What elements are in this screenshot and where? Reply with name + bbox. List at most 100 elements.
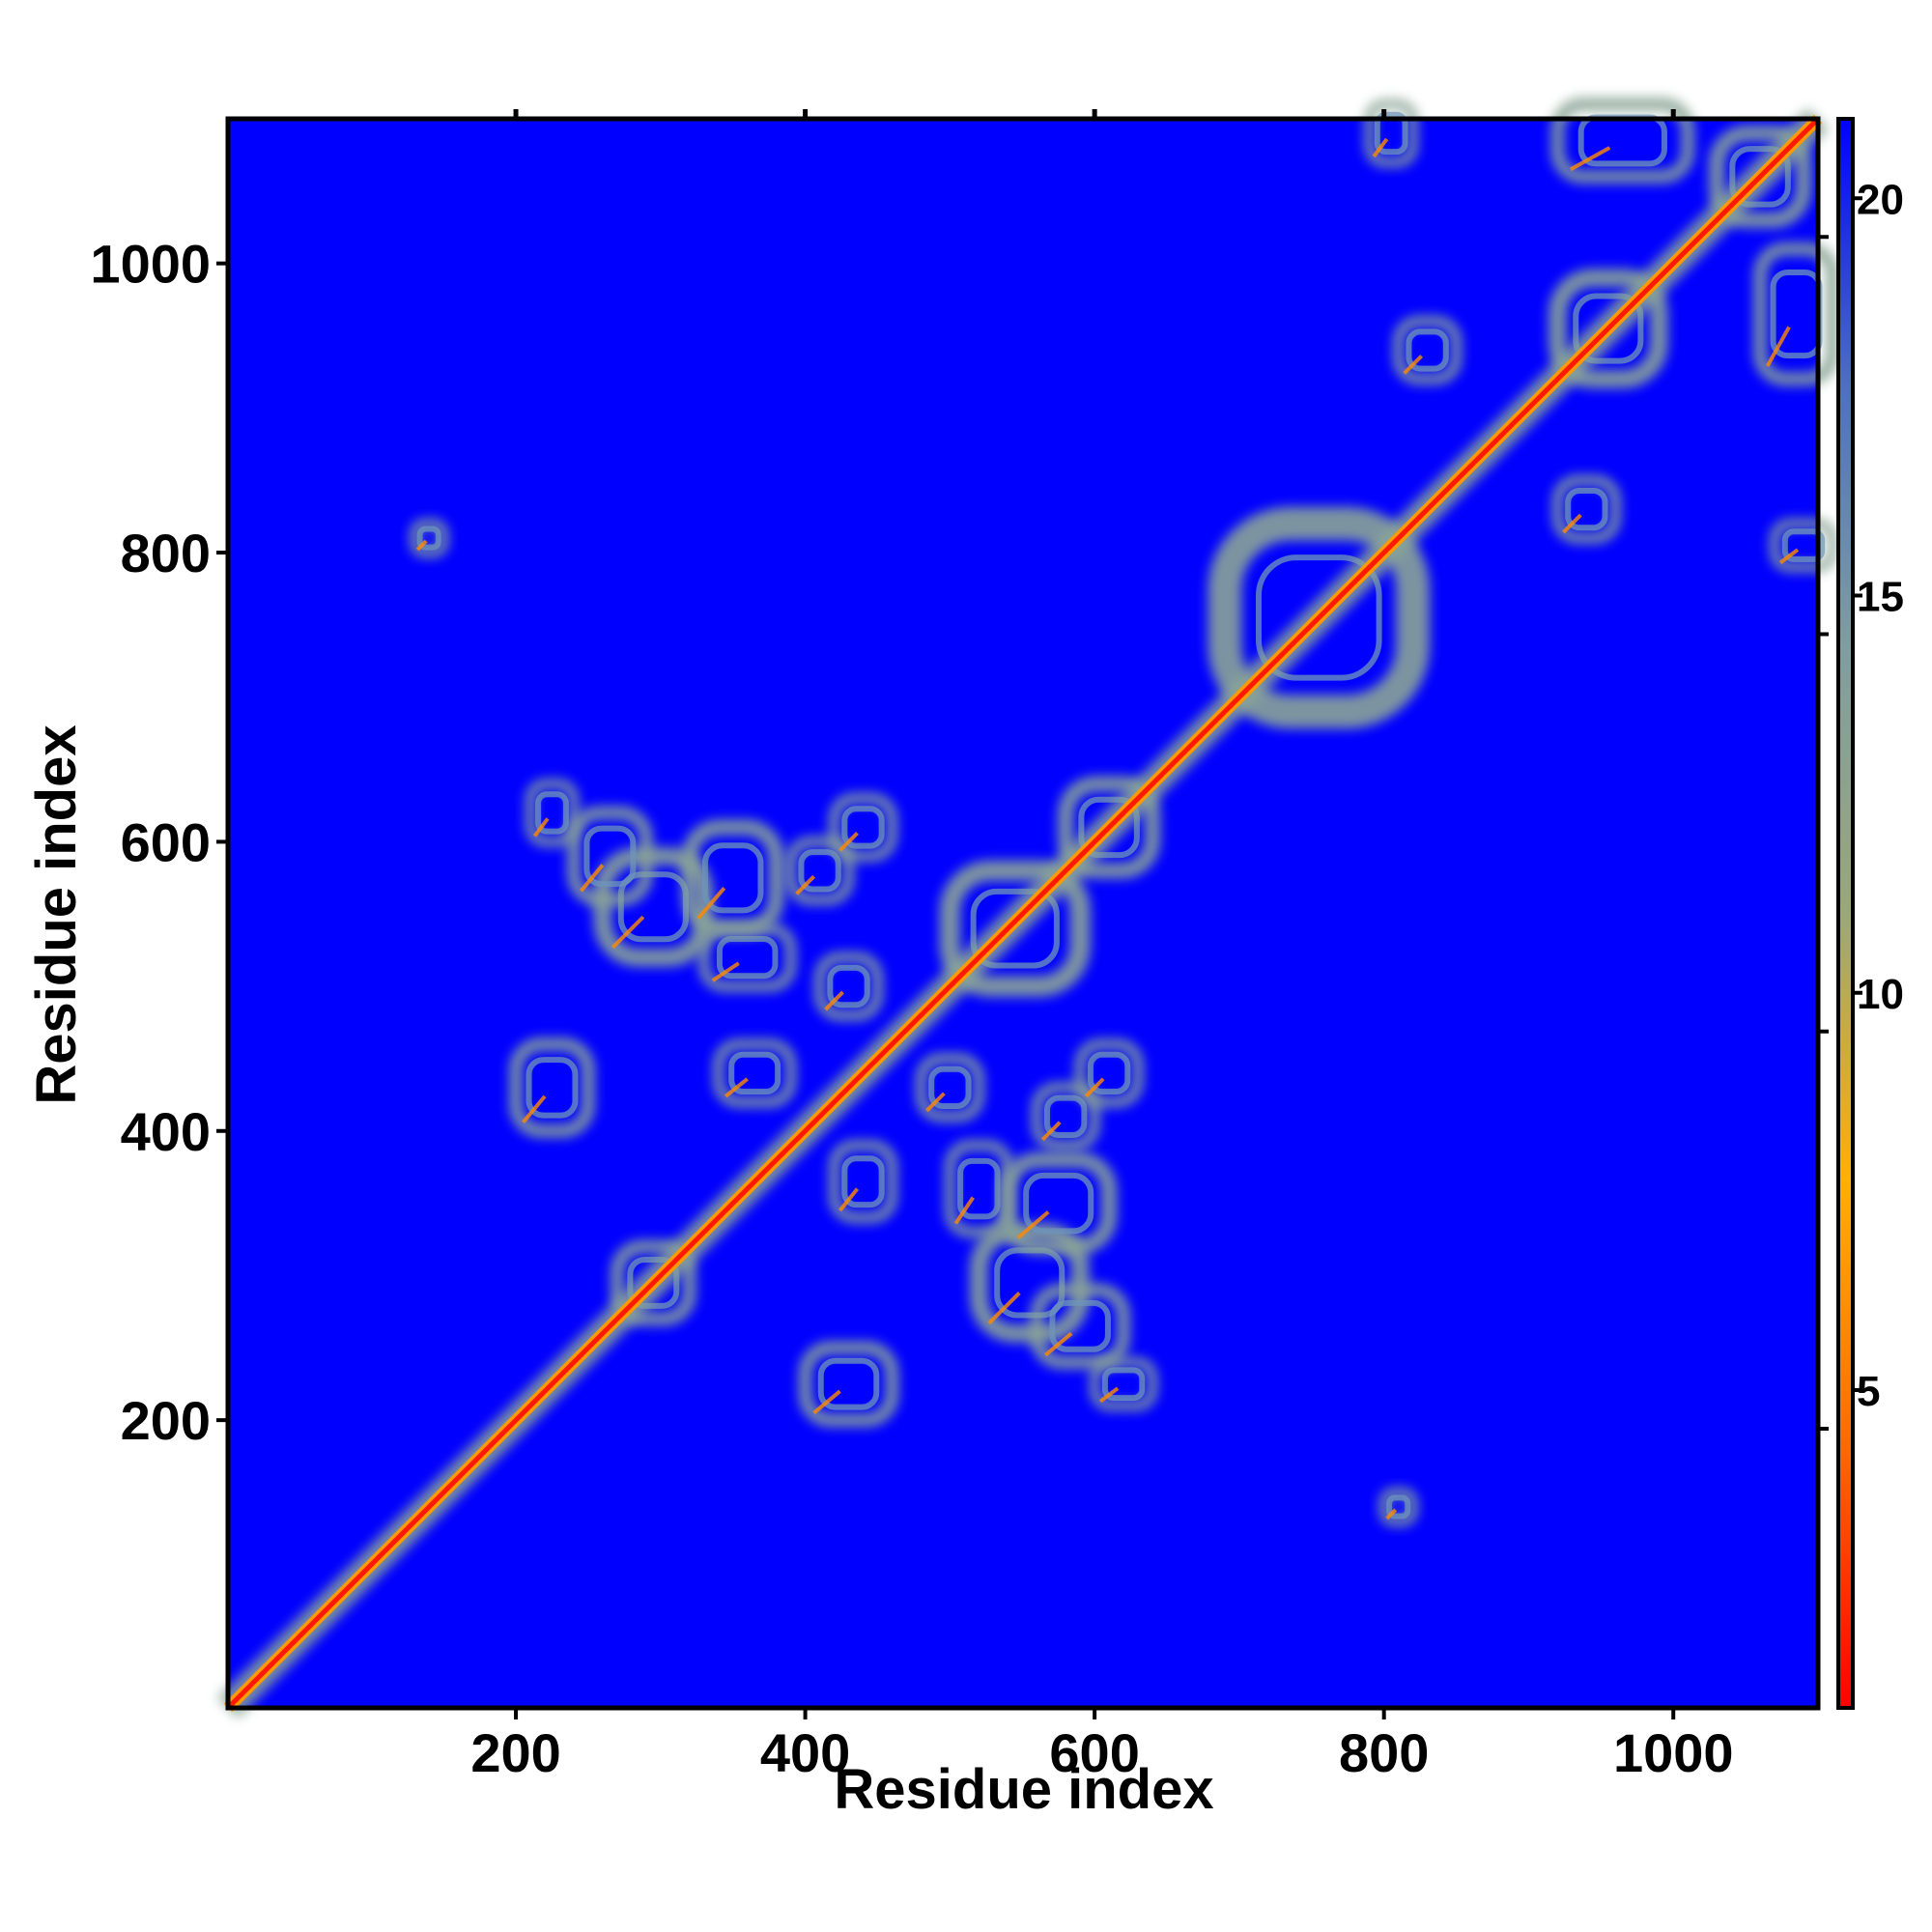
- contact-region-core: [1044, 1094, 1088, 1138]
- contact-region: [1378, 1487, 1418, 1526]
- contact-region: [713, 1038, 797, 1108]
- contact-region: [1074, 1038, 1144, 1108]
- contact-region: [1550, 98, 1694, 184]
- contact-region: [509, 1037, 595, 1138]
- contact-region-highlight: [987, 1291, 1021, 1325]
- contact-region: [798, 1341, 899, 1427]
- contact-region-core: [1255, 554, 1382, 681]
- contact-region-core: [1386, 1494, 1411, 1520]
- contact-region: [1393, 316, 1462, 384]
- contact-region: [1000, 1151, 1118, 1255]
- contact-region: [1030, 1283, 1130, 1369]
- diagonal-band: [217, 108, 1829, 1719]
- contact-region: [1364, 99, 1418, 167]
- contact-region-core: [728, 1051, 781, 1095]
- contact-region-highlight: [611, 915, 645, 950]
- contact-region-core: [701, 842, 764, 914]
- contact-region-core: [841, 1155, 885, 1208]
- plot-frame: [225, 116, 1821, 1711]
- contact-region-core: [1078, 796, 1140, 859]
- contact-region-core: [1087, 1051, 1131, 1095]
- contact-region-core: [1101, 1367, 1146, 1402]
- contact-region-core: [817, 1357, 880, 1410]
- colorbar-tick-label: 5: [1857, 1368, 1880, 1415]
- x-axis-title: Residue index: [834, 1758, 1213, 1821]
- contact-region-highlight: [824, 990, 844, 1011]
- contact-region-core: [1374, 111, 1408, 156]
- contact-region: [785, 837, 854, 905]
- contact-region: [567, 806, 653, 907]
- contact-region-core: [827, 964, 870, 1009]
- contact-region-highlight: [711, 961, 740, 982]
- contact-region-core: [535, 791, 569, 835]
- contact-region-highlight: [724, 1077, 749, 1098]
- contact-region: [1770, 519, 1837, 573]
- contact-region-highlight: [812, 1389, 841, 1415]
- contact-region-highlight: [1098, 1386, 1120, 1404]
- contact-region-highlight: [696, 887, 726, 921]
- contact-region-core: [798, 849, 841, 893]
- y-tick-label: 1000: [90, 234, 211, 295]
- contact-region: [916, 1053, 984, 1122]
- contact-region: [1058, 776, 1161, 879]
- contact-region-highlight: [579, 864, 605, 893]
- contact-regions: [410, 98, 1839, 1526]
- colorbar: [1836, 117, 1855, 1710]
- contact-region: [410, 519, 449, 558]
- contact-region: [1090, 1357, 1158, 1411]
- contact-region-highlight: [1561, 513, 1582, 534]
- contact-region: [1208, 506, 1431, 729]
- contact-region-highlight: [1084, 1077, 1105, 1098]
- contact-region-core: [583, 825, 637, 888]
- contact-region: [939, 860, 1091, 997]
- colorbar-tick-label: 15: [1857, 574, 1904, 621]
- colorbar-tick-label: 20: [1857, 176, 1904, 223]
- contact-region: [681, 819, 784, 937]
- contact-region-core: [1781, 528, 1826, 562]
- x-axis-top: [513, 109, 1676, 119]
- contact-region-highlight: [1778, 548, 1800, 565]
- y-axis: 200 400 600 800 1000: [90, 234, 228, 1451]
- contact-region-highlight: [838, 832, 859, 852]
- contact-region-core: [841, 806, 885, 849]
- contact-region-highlight: [1403, 355, 1424, 375]
- contact-region: [1548, 269, 1668, 388]
- contact-region-highlight: [953, 1196, 975, 1225]
- y-tick-label: 400: [121, 1101, 211, 1162]
- contact-region-core: [1573, 293, 1644, 364]
- contact-region: [829, 793, 897, 862]
- contact-region: [969, 1223, 1090, 1343]
- contact-region-highlight: [1043, 1331, 1073, 1357]
- contact-region: [526, 779, 579, 847]
- diagonal-line: [226, 117, 1820, 1710]
- contact-region-core: [957, 1157, 1001, 1220]
- contact-region-core: [627, 1256, 680, 1309]
- y-axis-title: Residue index: [25, 724, 88, 1104]
- x-tick-label: 800: [1339, 1722, 1429, 1783]
- colorbar-tick-label: 10: [1857, 971, 1904, 1018]
- x-tick-label: 400: [760, 1722, 850, 1783]
- contact-region-highlight: [1040, 1121, 1062, 1142]
- contact-region-highlight: [521, 1094, 547, 1124]
- contact-region-highlight: [795, 874, 815, 895]
- contact-region-core: [928, 1065, 972, 1110]
- contact-region: [611, 1239, 696, 1326]
- contact-region-highlight: [532, 817, 550, 838]
- contact-region-core: [1406, 328, 1449, 372]
- contact-region-core: [1729, 146, 1791, 208]
- contact-region: [593, 846, 714, 967]
- y-tick-label: 600: [121, 811, 211, 872]
- contact-region-highlight: [1385, 1508, 1398, 1520]
- contact-region-core: [716, 935, 779, 980]
- contact-region-core: [970, 888, 1060, 969]
- contact-region-core: [1565, 487, 1608, 531]
- contact-region: [1031, 1082, 1100, 1151]
- x-tick-label: 1000: [1613, 1722, 1734, 1783]
- contact-region: [814, 952, 883, 1021]
- contact-region-core: [526, 1057, 579, 1119]
- contact-region-highlight: [838, 1187, 860, 1212]
- contact-region-highlight: [415, 539, 428, 552]
- contact-region-core: [1023, 1172, 1094, 1235]
- contact-region: [829, 1140, 897, 1223]
